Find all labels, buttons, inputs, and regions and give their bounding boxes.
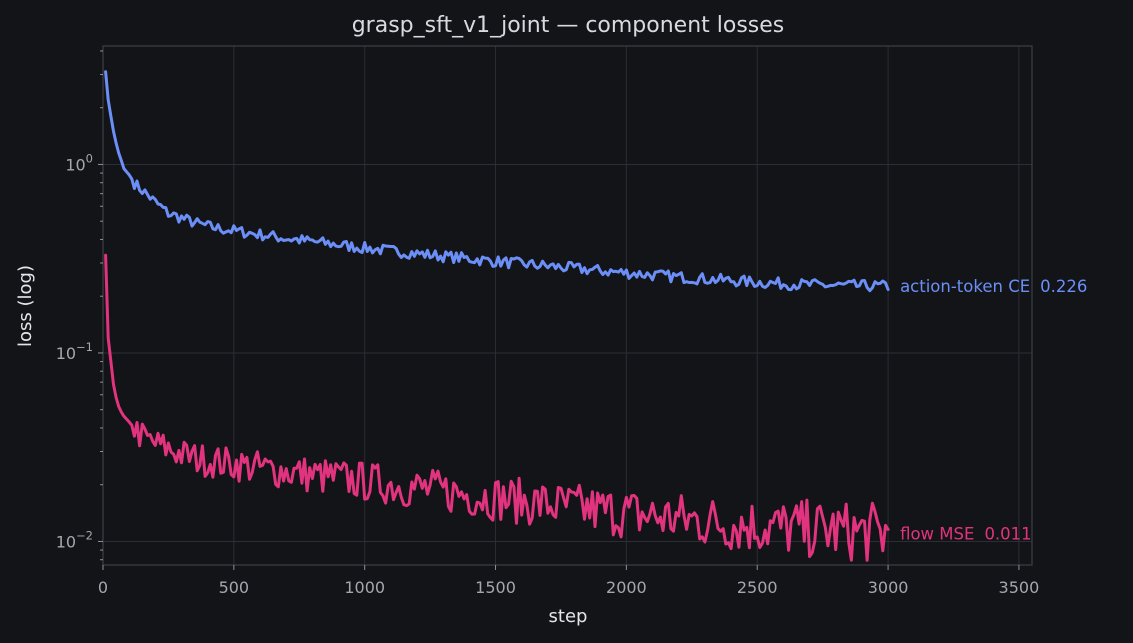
y-tick-base: 10 <box>56 532 76 551</box>
x-tick-label: 0 <box>98 578 108 597</box>
label-layer: 0 500 1000 1500 2000 2500 3000 350010010−110−2a… <box>56 151 1088 597</box>
x-tick-label: 500 <box>219 578 250 597</box>
x-tick-label: 2000 <box>606 578 647 597</box>
series-end-label-0: action-token CE 0.226 <box>900 277 1087 296</box>
y-tick-base: 10 <box>65 155 85 174</box>
x-axis-label: step <box>549 606 588 627</box>
series-name: flow MSE <box>900 525 974 544</box>
series-final-value: 0.011 <box>984 525 1031 544</box>
y-tick-base: 10 <box>56 344 76 363</box>
chart-title: grasp_sft_v1_joint — component losses <box>352 13 785 38</box>
x-tick-label: 1000 <box>344 578 385 597</box>
series-line-1 <box>104 253 890 562</box>
x-tick-label: 1500 <box>475 578 516 597</box>
series-final-value: 0.226 <box>1040 277 1087 296</box>
series-line-0 <box>104 70 890 293</box>
series-layer <box>104 70 890 562</box>
y-axis-label: loss (log) <box>15 265 36 347</box>
y-tick-label: 100 <box>65 151 93 174</box>
series-name: action-token CE <box>900 277 1030 296</box>
grid-layer <box>102 46 1032 565</box>
y-tick-exponent: −1 <box>76 340 93 354</box>
y-tick-exponent: −2 <box>76 528 93 542</box>
y-tick-exponent: 0 <box>86 151 93 165</box>
y-tick-label: 10−2 <box>56 528 93 551</box>
plot-frame <box>102 45 1033 566</box>
y-tick-label: 10−1 <box>56 340 93 363</box>
x-tick-label: 3500 <box>999 578 1040 597</box>
series-end-label-1: flow MSE 0.011 <box>900 525 1032 544</box>
x-tick-label: 3000 <box>868 578 909 597</box>
tick-layer <box>98 50 1020 570</box>
x-tick-label: 2500 <box>737 578 778 597</box>
